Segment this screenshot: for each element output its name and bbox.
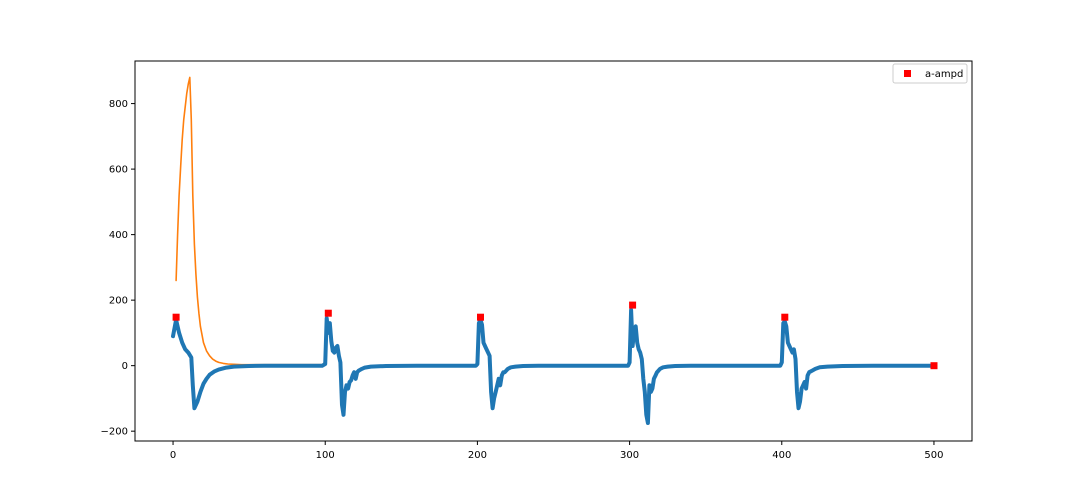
signal-layer bbox=[171, 308, 936, 425]
legend-box bbox=[892, 63, 968, 84]
peak-marker-0 bbox=[172, 313, 180, 321]
legend-label-a-ampd: a-ampd bbox=[925, 69, 963, 80]
y-tick-label-3: 400 bbox=[109, 230, 128, 241]
x-tick-label-4: 400 bbox=[772, 450, 791, 461]
peak-marker-3 bbox=[629, 301, 637, 309]
legend-peak-marker bbox=[904, 70, 911, 77]
peak-marker-1 bbox=[324, 309, 332, 317]
peak-marker-2 bbox=[477, 313, 484, 321]
x-tick-label-1: 100 bbox=[316, 450, 335, 461]
y-tick-label-4: 600 bbox=[109, 165, 128, 176]
signal-line bbox=[171, 308, 936, 425]
x-tick-label-0: 0 bbox=[170, 450, 176, 461]
peaks-layer bbox=[172, 301, 938, 370]
legend: a-ampd bbox=[892, 63, 968, 84]
peak-marker-5 bbox=[930, 362, 938, 370]
x-axis: 0 100 200 300 400 500 bbox=[170, 441, 944, 461]
y-tick-label-2: 200 bbox=[109, 296, 128, 307]
y-axis: −200 0 200 400 600 800 bbox=[101, 99, 135, 438]
y-tick-label-1: 0 bbox=[122, 361, 128, 372]
plot-area bbox=[171, 76, 938, 425]
axes-frame bbox=[134, 60, 973, 442]
peak-marker-4 bbox=[781, 313, 789, 321]
y-tick-label-0: −200 bbox=[101, 427, 128, 438]
x-tick-label-5: 500 bbox=[924, 450, 943, 461]
x-tick-label-2: 200 bbox=[468, 450, 487, 461]
x-tick-label-3: 300 bbox=[620, 450, 639, 461]
y-tick-label-5: 800 bbox=[109, 99, 128, 110]
